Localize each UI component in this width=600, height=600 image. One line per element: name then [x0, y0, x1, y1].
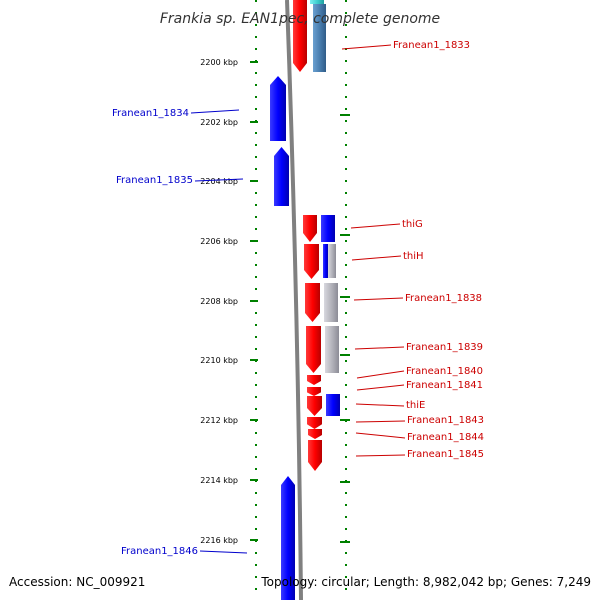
- gene-label-leader: [356, 370, 405, 379]
- genome-summary-text: Topology: circular; Length: 8,982,042 bp…: [260, 575, 591, 589]
- ruler-tick-label: 2214 kbp: [200, 476, 238, 485]
- gene-label-leader: [354, 346, 405, 350]
- gene-label[interactable]: Franean1_1835: [116, 175, 193, 186]
- gene-arrow-forward[interactable]: [307, 417, 322, 429]
- ruler-tick-label: 2212 kbp: [200, 416, 238, 425]
- gene-arrow-forward[interactable]: [307, 396, 322, 416]
- cog-box[interactable]: [323, 244, 328, 278]
- gene-features: [270, 0, 340, 600]
- gene-label[interactable]: Franean1_1843: [407, 415, 484, 426]
- gene-label[interactable]: Franean1_1846: [121, 546, 198, 557]
- gene-label[interactable]: thiE: [406, 400, 425, 411]
- ruler-tick-label: 2216 kbp: [200, 536, 238, 545]
- ruler-ticks: 2200 kbp 2202 kbp 2204 kbp 2206 kbp 2208 kbp…: [200, 58, 350, 545]
- gene-arrow-reverse[interactable]: [274, 147, 289, 206]
- gene-label-leader: [194, 178, 244, 182]
- gene-label[interactable]: Franean1_1833: [393, 40, 470, 51]
- gene-arrow-forward[interactable]: [307, 387, 321, 396]
- gene-label-leader: [341, 44, 392, 50]
- ruler-tick-label: 2210 kbp: [200, 356, 238, 365]
- gene-label-leader: [355, 432, 406, 439]
- gene-arrow-forward[interactable]: [303, 215, 317, 242]
- cog-box[interactable]: [326, 394, 340, 416]
- gene-label-leader: [190, 109, 240, 114]
- gene-label-leader: [356, 384, 405, 391]
- gene-label-leader: [350, 223, 401, 229]
- genome-backbone: [285, 0, 303, 600]
- cog-box[interactable]: [321, 215, 335, 242]
- gene-label-leader: [353, 297, 404, 301]
- gene-label[interactable]: Franean1_1845: [407, 449, 484, 460]
- gene-arrow-forward[interactable]: [293, 0, 307, 72]
- gene-arrow-forward[interactable]: [305, 283, 320, 322]
- gene-label-leader: [199, 550, 248, 554]
- gene-arrow-forward[interactable]: [308, 440, 322, 471]
- cog-box[interactable]: [313, 4, 326, 72]
- cog-box[interactable]: [325, 326, 339, 373]
- map-title: Frankia sp. EAN1pec, complete genome: [160, 11, 440, 27]
- gene-label-leader: [355, 403, 405, 407]
- ruler-tick-label: 2206 kbp: [200, 237, 238, 246]
- accession-text: Accession: NC_009921: [9, 575, 145, 589]
- cog-box[interactable]: [310, 0, 324, 4]
- gene-label[interactable]: Franean1_1840: [406, 366, 483, 377]
- gene-arrow-forward[interactable]: [308, 429, 322, 439]
- gene-label-leader: [355, 420, 406, 423]
- gene-arrow-reverse[interactable]: [270, 76, 286, 141]
- gene-label[interactable]: thiG: [402, 219, 423, 230]
- gene-arrow-forward[interactable]: [306, 326, 321, 373]
- gene-labels: Franean1_1834 Franean1_1835 Franean1_1846 F…: [112, 40, 484, 557]
- gene-arrow-forward[interactable]: [304, 244, 319, 279]
- gene-label[interactable]: Franean1_1841: [406, 380, 483, 391]
- gene-label[interactable]: Franean1_1834: [112, 108, 189, 119]
- gene-label-leader: [355, 454, 406, 457]
- gene-arrow-forward[interactable]: [307, 375, 321, 385]
- ruler-tick-label: 2204 kbp: [200, 177, 238, 186]
- gene-label[interactable]: Franean1_1844: [407, 432, 484, 443]
- gene-arrow-reverse[interactable]: [281, 476, 295, 600]
- gene-label[interactable]: thiH: [403, 251, 424, 262]
- ruler-tick-label: 2208 kbp: [200, 297, 238, 306]
- ruler-tick-label: 2200 kbp: [200, 58, 238, 67]
- gene-label[interactable]: Franean1_1838: [405, 293, 482, 304]
- cog-box[interactable]: [328, 244, 336, 278]
- cog-box[interactable]: [324, 283, 338, 322]
- gene-label-leader: [351, 255, 402, 261]
- ruler-tick-label: 2202 kbp: [200, 118, 238, 127]
- gene-label[interactable]: Franean1_1839: [406, 342, 483, 353]
